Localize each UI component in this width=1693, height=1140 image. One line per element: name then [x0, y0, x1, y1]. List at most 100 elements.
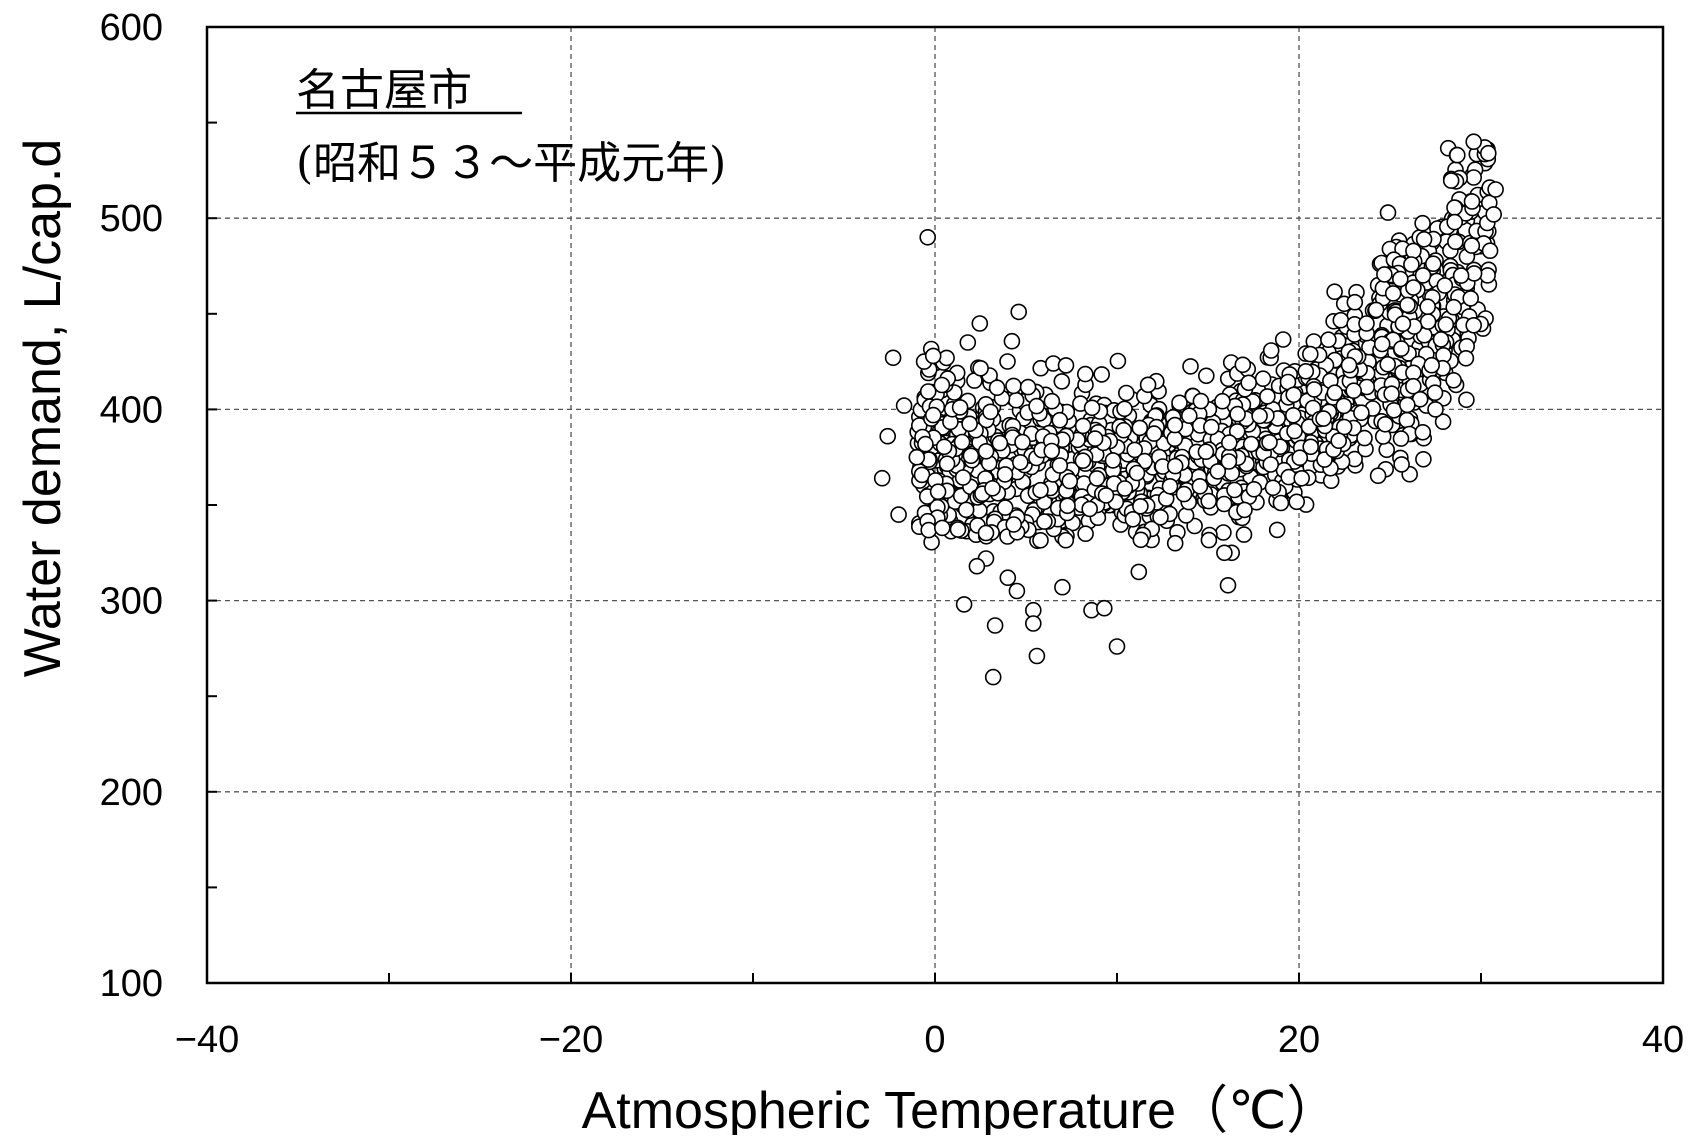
data-point: [1419, 313, 1437, 330]
data-point: [986, 617, 1004, 634]
annotation-city: 名古屋市: [296, 65, 472, 116]
data-point: [1335, 418, 1353, 436]
data-point: [949, 521, 967, 538]
data-point: [920, 521, 938, 539]
data-point: [1152, 508, 1169, 526]
data-point: [1393, 456, 1410, 473]
data-point: [1059, 497, 1076, 515]
data-point: [1367, 301, 1385, 319]
data-point: [1445, 371, 1462, 389]
data-point: [1399, 396, 1416, 414]
data-point: [1235, 526, 1253, 543]
data-point: [1181, 407, 1198, 425]
data-point: [1011, 453, 1029, 471]
data-point: [1251, 407, 1268, 425]
data-point: [1426, 384, 1444, 402]
data-point: [1335, 397, 1353, 415]
data-point: [1192, 392, 1210, 410]
data-point: [1457, 349, 1475, 367]
data-point: [1198, 367, 1215, 385]
data-point: [1320, 331, 1337, 349]
data-point: [1166, 457, 1184, 475]
data-point: [1446, 213, 1463, 231]
data-point: [977, 524, 995, 542]
data-point: [1465, 169, 1482, 186]
data-point: [1132, 497, 1149, 515]
data-point: [1392, 430, 1410, 447]
data-point: [933, 376, 951, 394]
data-point: [1236, 501, 1253, 519]
y-tick-label: 400: [100, 389, 163, 431]
data-point: [1216, 544, 1233, 562]
data-point: [1003, 332, 1021, 350]
data-point: [1415, 231, 1433, 248]
data-point: [1028, 647, 1046, 665]
data-point: [1242, 435, 1260, 453]
data-point: [1414, 423, 1432, 441]
annotation-period: (昭和５３～平成元年): [296, 138, 726, 189]
data-point: [1305, 381, 1323, 398]
data-point: [1463, 237, 1481, 254]
data-point: [890, 506, 907, 523]
data-point: [1485, 206, 1502, 223]
data-point: [1166, 430, 1183, 448]
data-point: [1126, 441, 1143, 459]
data-point: [1297, 362, 1315, 380]
data-point: [1083, 399, 1101, 417]
data-point: [1452, 267, 1470, 284]
data-point: [1356, 429, 1373, 447]
data-points: [873, 133, 1504, 686]
data-point: [1115, 421, 1132, 439]
data-point: [1077, 525, 1094, 543]
data-point: [1458, 391, 1475, 409]
data-point: [1405, 242, 1422, 260]
data-point: [1161, 477, 1179, 495]
data-point: [1096, 599, 1113, 617]
data-point: [959, 334, 977, 351]
data-point: [1446, 199, 1463, 216]
data-point: [1171, 394, 1188, 412]
data-point: [1054, 578, 1071, 596]
data-point: [1369, 467, 1387, 485]
data-point: [1025, 615, 1042, 632]
data-point: [1008, 582, 1026, 600]
data-point: [1118, 384, 1135, 402]
data-point: [924, 347, 942, 365]
data-point: [1053, 373, 1071, 390]
data-point: [1116, 400, 1133, 418]
data-point: [1315, 410, 1332, 427]
data-point: [1449, 146, 1466, 164]
data-point: [1019, 378, 1037, 396]
data-point: [1214, 392, 1231, 410]
data-point: [996, 466, 1014, 483]
data-point: [1286, 422, 1303, 440]
data-point: [1405, 279, 1422, 296]
data-point: [1132, 531, 1150, 549]
data-point: [1332, 311, 1350, 329]
data-point: [1379, 355, 1396, 373]
data-point: [917, 435, 934, 453]
data-point: [1097, 487, 1115, 504]
data-point: [1379, 204, 1397, 221]
data-point: [879, 427, 897, 445]
data-point: [1392, 270, 1409, 288]
data-point: [1425, 255, 1442, 273]
data-point: [1197, 443, 1215, 461]
data-point: [1221, 434, 1238, 451]
data-point: [1186, 517, 1203, 535]
data-point: [1261, 433, 1278, 451]
data-point: [1220, 453, 1238, 470]
data-point: [1434, 413, 1452, 431]
data-point: [1116, 480, 1134, 497]
data-point: [1423, 356, 1440, 374]
data-point: [1014, 433, 1031, 451]
data-point: [1427, 401, 1444, 418]
data-point: [1093, 366, 1110, 383]
y-axis-title: Water demand, L/cap.d: [14, 139, 72, 678]
data-point: [1262, 456, 1279, 473]
data-point: [1465, 133, 1482, 150]
data-point: [1481, 242, 1499, 259]
data-point: [1376, 415, 1394, 433]
data-point: [1445, 298, 1462, 316]
